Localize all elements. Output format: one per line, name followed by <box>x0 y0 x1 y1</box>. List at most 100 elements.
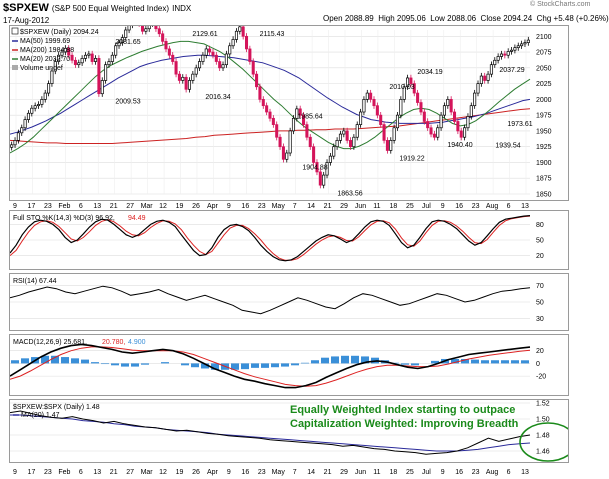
candle-body <box>288 130 292 154</box>
candle-body <box>469 105 473 117</box>
ma20-line <box>9 40 531 154</box>
candle-body <box>416 92 420 103</box>
annotation-line-2: Capitalization Weighted: Improving Bread… <box>290 418 519 430</box>
sto-y-tick-label: 20 <box>536 253 544 260</box>
macd-histogram-bar <box>271 363 279 368</box>
candle-body <box>147 23 151 30</box>
macd-histogram-bar <box>81 359 89 364</box>
macd-histogram-bar <box>311 360 319 364</box>
candle-body <box>466 116 470 129</box>
rsi-panel: 70 50 30 RSI(14) 67.44 <box>9 273 569 331</box>
candle-body <box>429 127 433 135</box>
legend-rsi: RSI(14) 67.44 <box>13 278 57 285</box>
candle-body <box>355 124 359 138</box>
price-annotation-label: 1973.61 <box>507 121 532 128</box>
exchange: INDX <box>172 4 192 13</box>
candle-body <box>302 114 306 125</box>
ratio-y-tick-label: 1.48 <box>536 433 550 440</box>
x-bottom-tick-label: 6 <box>507 469 511 476</box>
macd-histogram-bar <box>291 363 299 366</box>
price-y-tick-label: 2025 <box>536 81 552 88</box>
rsi-y-tick-label: 30 <box>536 316 544 323</box>
x-bottom-tick-label: 18 <box>389 469 397 476</box>
x-bottom-tick-label: 17 <box>28 469 36 476</box>
candle-body <box>23 119 27 129</box>
x-bottom-tick-label: Mar <box>141 469 154 476</box>
macd-histogram-bar <box>61 357 69 364</box>
macd-histogram-bar <box>211 363 219 370</box>
macd-histogram-bar <box>191 363 199 368</box>
legend-sto-d-value: 94.49 <box>128 215 146 222</box>
macd-histogram-bar <box>71 358 79 364</box>
macd-histogram-bar <box>491 360 499 364</box>
candle-body <box>204 48 208 56</box>
legend-price: $SPXEW (Daily) 2094.24 <box>20 29 99 36</box>
candle-body <box>214 54 218 62</box>
macd-y-tick-label: -20 <box>536 374 546 381</box>
macd-histogram-bar <box>241 363 249 370</box>
macd-histogram-bar <box>351 355 359 364</box>
x-top-tick-label: 29 <box>340 203 348 210</box>
ma200-line <box>9 108 531 144</box>
candle-body <box>520 43 524 47</box>
candle-body <box>184 76 188 90</box>
x-bottom-tick-label: 6 <box>79 469 83 476</box>
x-top-tick-label: 18 <box>389 203 397 210</box>
candle-body <box>510 49 514 52</box>
price-y-tick-label: 2050 <box>536 65 552 72</box>
sto-y-tick-label: 50 <box>536 238 544 245</box>
x-top-tick-label: 13 <box>93 203 101 210</box>
x-bottom-tick-label: 25 <box>406 469 414 476</box>
high-value: 2095.06 <box>396 14 426 23</box>
price-annotation-label: 1939.54 <box>495 143 520 150</box>
x-bottom-tick-label: Jun <box>355 469 366 476</box>
candle-body <box>298 108 302 116</box>
x-top-tick-label: Mar <box>141 203 154 210</box>
candle-body <box>10 144 14 148</box>
macd-histogram-bar <box>511 360 519 364</box>
x-top-tick-label: 9 <box>441 203 445 210</box>
candle-body <box>308 136 312 148</box>
candle-body <box>379 114 383 125</box>
legend-ratio-ma20: MA(20) 1.47 <box>21 412 60 419</box>
ratio-chart: 1.52 1.50 1.48 1.46 $SPXEW:$SPX (Daily) 1.48… <box>9 401 577 462</box>
ratio-y-tick-label: 1.50 <box>536 417 550 424</box>
candle-body <box>60 51 64 56</box>
macd-signal-line <box>9 346 531 387</box>
x-bottom-tick-label: 19 <box>176 469 184 476</box>
candle-body <box>392 127 396 141</box>
candle-body <box>224 53 228 66</box>
macd-histogram-bar <box>331 356 339 364</box>
x-bottom-tick-label: 27 <box>126 469 134 476</box>
close-value: 2094.24 <box>503 14 533 23</box>
x-top-tick-label: 27 <box>126 203 134 210</box>
candle-body <box>399 99 403 116</box>
candle-body <box>265 105 269 113</box>
candle-body <box>177 73 181 81</box>
price-annotation-label: 2115.43 <box>260 31 285 38</box>
macd-histogram-bar <box>21 358 29 364</box>
candle-body <box>285 152 289 160</box>
candle-body <box>218 61 222 69</box>
candle-body <box>181 76 185 81</box>
x-bottom-tick-label: 23 <box>258 469 266 476</box>
rsi-line <box>9 285 531 315</box>
candle-body <box>348 140 353 148</box>
x-top-tick-label: 23 <box>258 203 266 210</box>
x-top-tick-label: Jul <box>422 203 431 210</box>
x-bottom-tick-label: 26 <box>192 469 200 476</box>
candle-body <box>489 64 493 75</box>
candle-body <box>473 92 477 107</box>
candle-body <box>47 83 51 94</box>
candle-body <box>442 105 446 116</box>
ratio-line <box>9 410 531 455</box>
legend-ma200: MA(200) 1984.88 <box>20 47 74 54</box>
rsi-y-tick-label: 50 <box>536 300 544 307</box>
candle-body <box>479 75 483 84</box>
macd-histogram-bar <box>181 363 189 366</box>
candle-body <box>402 86 406 100</box>
price-y-tick-label: 1900 <box>536 160 552 167</box>
macd-histogram-bar <box>161 362 169 364</box>
macd-histogram-bar <box>411 363 419 366</box>
